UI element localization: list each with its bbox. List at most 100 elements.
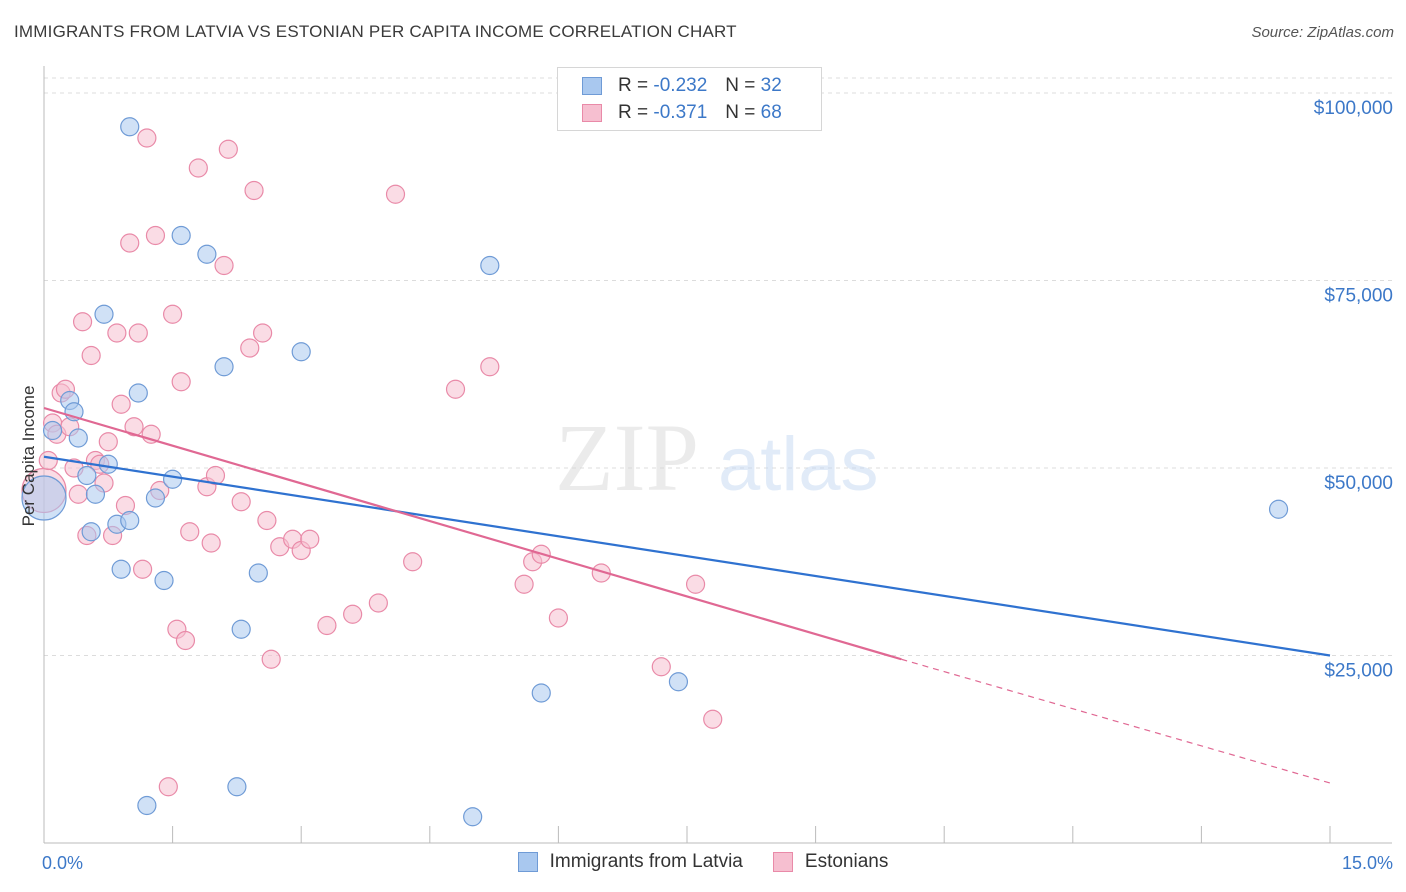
data-point	[145, 488, 166, 508]
data-point	[261, 649, 281, 669]
data-point	[703, 709, 723, 729]
legend-swatch-blue	[582, 77, 602, 95]
y-tick-label: $100,000	[1314, 98, 1393, 119]
data-point	[445, 379, 466, 399]
legend-n-label: N =	[725, 102, 756, 123]
watermark-atlas: atlas	[718, 422, 879, 507]
trend-line-estonians	[43, 406, 902, 661]
data-point	[163, 469, 183, 489]
data-point	[214, 255, 234, 276]
data-point	[38, 450, 58, 471]
trend-lines	[43, 406, 1331, 784]
series-immigrants-from-latvia	[21, 117, 1289, 827]
legend-swatch-pink	[772, 852, 793, 872]
data-point	[197, 244, 217, 264]
legend-item-estonians[interactable]: Estonians	[772, 851, 889, 873]
series-legend: Immigrants from Latvia Estonians	[0, 851, 1406, 873]
legend-label-estonians: Estonians	[804, 851, 889, 872]
data-point	[257, 510, 277, 531]
data-point	[68, 484, 88, 504]
data-point	[253, 323, 273, 343]
data-point	[42, 420, 63, 441]
data-point	[128, 383, 148, 403]
data-point	[548, 608, 569, 628]
data-point	[98, 454, 118, 474]
data-point	[248, 563, 268, 583]
data-point	[145, 225, 166, 246]
data-point	[175, 630, 196, 651]
data-point	[368, 593, 388, 613]
data-point	[300, 529, 320, 549]
x-tick-label: 15.0%	[1342, 853, 1393, 873]
data-point	[1268, 499, 1289, 519]
data-point	[98, 432, 118, 452]
data-point	[120, 117, 140, 137]
data-point	[81, 522, 101, 542]
data-point	[291, 342, 311, 362]
watermark-zip: ZIP	[555, 404, 699, 511]
source-label: Source: ZipAtlas.com	[1251, 24, 1394, 41]
data-point	[480, 357, 500, 377]
data-point	[81, 345, 101, 366]
y-axis-label: Per Capita Income	[19, 386, 38, 527]
data-point	[111, 394, 131, 414]
data-point	[171, 372, 191, 392]
data-point	[227, 777, 247, 797]
data-point	[180, 522, 200, 542]
data-point	[132, 559, 153, 579]
data-point	[107, 323, 127, 343]
stats-legend: R = -0.232 N = 32 R = -0.371 N = 68	[557, 67, 822, 131]
data-point	[668, 672, 689, 692]
data-point	[201, 533, 221, 553]
legend-row-estonians: R = -0.371 N = 68	[558, 100, 782, 126]
data-point	[163, 304, 183, 324]
legend-n-value: 68	[760, 102, 782, 123]
data-point	[531, 683, 551, 703]
legend-swatch-blue	[517, 852, 538, 872]
legend-r-label: R =	[618, 102, 649, 123]
data-point	[137, 128, 157, 148]
data-point	[120, 510, 140, 531]
legend-r-label: R =	[618, 75, 649, 96]
data-point	[68, 428, 88, 448]
data-point	[463, 807, 483, 827]
data-point	[685, 574, 706, 594]
legend-label-latvia: Immigrants from Latvia	[549, 851, 743, 872]
data-point	[154, 570, 174, 591]
data-point	[124, 417, 144, 437]
legend-row-latvia: R = -0.232 N = 32	[558, 73, 782, 99]
data-point	[651, 657, 671, 677]
data-point	[214, 357, 234, 377]
y-tick-label: $50,000	[1324, 473, 1393, 494]
data-point	[240, 338, 260, 358]
legend-swatch-pink	[582, 104, 602, 122]
y-tick-label: $25,000	[1324, 661, 1393, 682]
legend-n-label: N =	[725, 75, 756, 96]
data-point	[158, 777, 178, 797]
watermark: ZIP atlas	[555, 404, 879, 511]
data-point	[72, 312, 93, 332]
data-point	[231, 619, 251, 639]
data-point	[77, 465, 97, 486]
data-point	[385, 184, 406, 204]
data-point	[205, 465, 226, 486]
legend-r-value: -0.232	[653, 75, 708, 96]
data-point	[317, 615, 337, 636]
trend-line-estonians-extension	[901, 658, 1331, 784]
x-tick-label: 0.0%	[42, 853, 83, 873]
data-point	[171, 225, 191, 246]
data-point	[21, 475, 67, 521]
data-point	[403, 552, 423, 572]
grid-lines	[44, 77, 1392, 656]
data-point	[120, 233, 140, 253]
data-point	[94, 304, 114, 324]
tick-labels: $25,000 $50,000 $75,000 $100,000 0.0% 15.0%	[42, 98, 1393, 873]
data-point	[111, 559, 131, 579]
data-point	[231, 492, 251, 512]
y-tick-label: $75,000	[1324, 286, 1393, 307]
legend-n-value: 32	[760, 75, 782, 96]
legend-r-value: -0.371	[653, 102, 708, 123]
legend-item-latvia[interactable]: Immigrants from Latvia	[517, 851, 743, 873]
data-point	[85, 484, 106, 504]
